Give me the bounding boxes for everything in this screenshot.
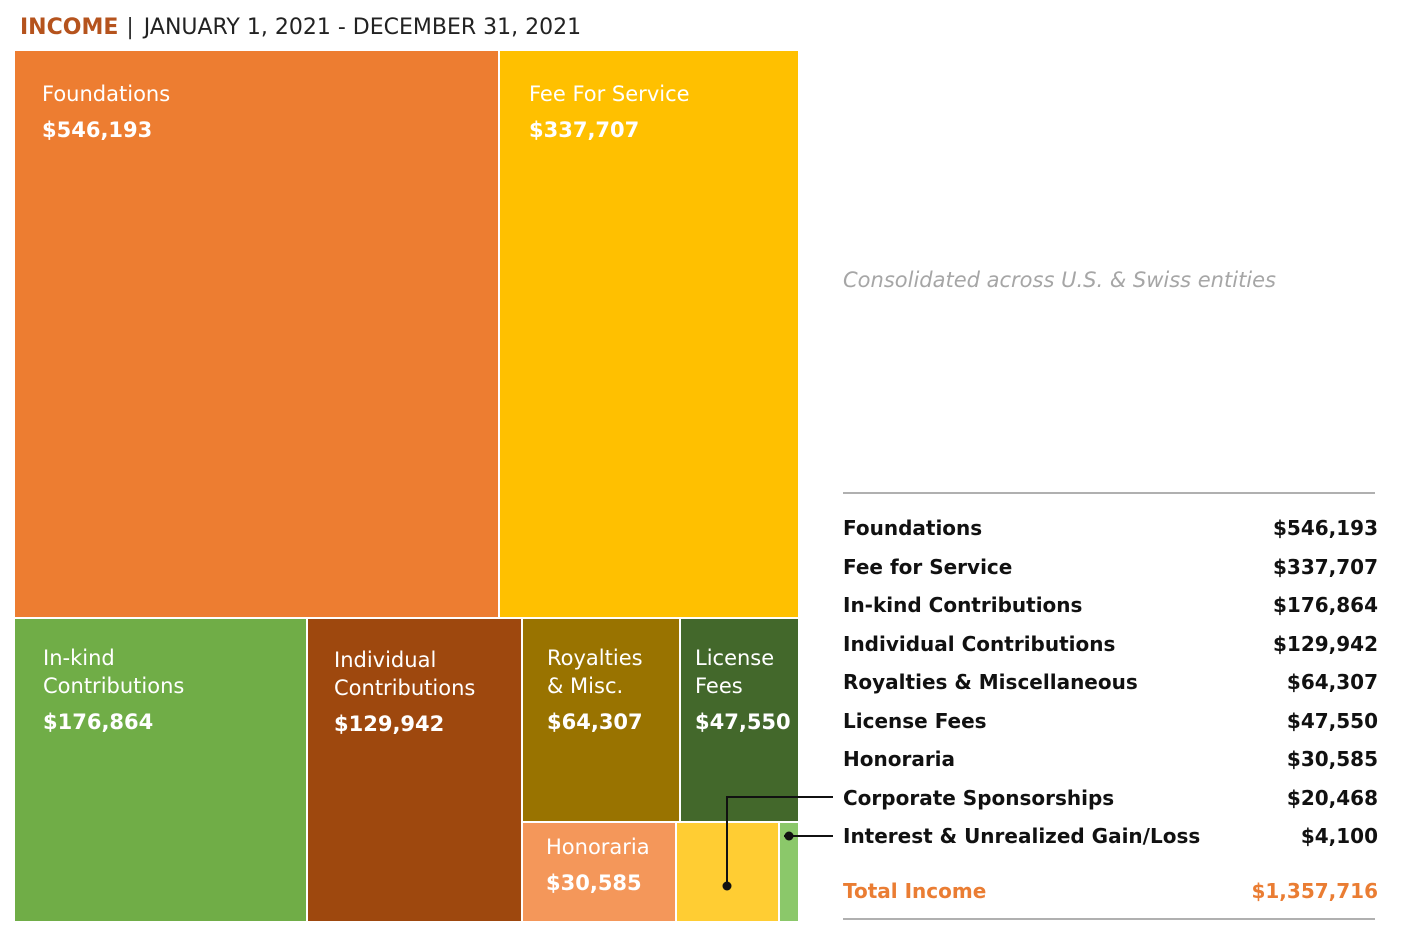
callout-line-7 <box>726 796 833 886</box>
table-row-value: $47,550 <box>1286 709 1378 733</box>
table-row-label: In-kind Contributions <box>843 593 1083 617</box>
table-row-total-income: Total Income $1,357,716 <box>843 872 1378 910</box>
table-row-interest-unrealized: Interest & Unrealized Gain/Loss $4,100 <box>843 817 1378 855</box>
treemap-label-in-kind-contributions-line1: In-kind <box>43 646 115 670</box>
treemap-label-royalties-misc-line2: & Misc. <box>547 674 623 698</box>
table-row-value: $64,307 <box>1286 670 1378 694</box>
treemap-cell-royalties-misc <box>523 619 679 821</box>
treemap-value-license-fees: $47,550 <box>695 710 791 734</box>
treemap-value-fee-for-service: $337,707 <box>529 118 639 142</box>
treemap-value-royalties-misc: $64,307 <box>547 710 643 734</box>
callout-dot-7 <box>722 881 732 891</box>
table-row-corporate-sponsorships: Corporate Sponsorships $20,468 <box>843 779 1378 817</box>
treemap-label-fee-for-service: Fee For Service <box>529 82 690 106</box>
total-income-value: $1,357,716 <box>1251 879 1378 903</box>
header-separator: | <box>126 14 134 40</box>
treemap-cell-fee-for-service <box>500 51 798 617</box>
treemap-label-license-fees-line2: Fees <box>695 674 743 698</box>
table-row-value: $129,942 <box>1272 632 1378 656</box>
table-row-value: $30,585 <box>1286 747 1378 771</box>
table-row-value: $337,707 <box>1272 555 1378 579</box>
treemap-value-honoraria: $30,585 <box>546 871 642 895</box>
treemap-label-honoraria: Honoraria <box>546 835 650 859</box>
table-row-value: $20,468 <box>1286 786 1378 810</box>
treemap-label-foundations: Foundations <box>42 82 170 106</box>
table-row-label: Foundations <box>843 516 983 540</box>
treemap-cell-cell <box>780 823 798 921</box>
header-income-label: INCOME <box>20 14 119 40</box>
table-row-label: Corporate Sponsorships <box>843 786 1115 810</box>
table-row-label: Honoraria <box>843 747 956 771</box>
treemap-value-in-kind-contributions: $176,864 <box>43 710 153 734</box>
table-row-in-kind-contributions: In-kind Contributions $176,864 <box>843 586 1378 624</box>
table-row-value: $546,193 <box>1272 516 1378 540</box>
table-row-label: Royalties & Miscellaneous <box>843 670 1138 694</box>
chart-header: INCOME | JANUARY 1, 2021 - DECEMBER 31, … <box>20 10 581 44</box>
table-row-honoraria: Honoraria $30,585 <box>843 740 1378 778</box>
callout-dot-8 <box>784 831 794 841</box>
treemap-value-foundations: $546,193 <box>42 118 152 142</box>
consolidation-note: Consolidated across U.S. & Swiss entitie… <box>843 268 1276 292</box>
table-row-individual-contributions: Individual Contributions $129,942 <box>843 625 1378 663</box>
treemap-label-royalties-misc-line1: Royalties <box>547 646 643 670</box>
table-row-label: License Fees <box>843 709 987 733</box>
treemap-cell-cell <box>677 823 778 921</box>
table-row-label: Fee for Service <box>843 555 1013 579</box>
treemap-cell-foundations <box>15 51 498 617</box>
table-row-label: Individual Contributions <box>843 632 1116 656</box>
treemap-label-individual-contributions-line1: Individual <box>334 648 436 672</box>
header-date-range: JANUARY 1, 2021 - DECEMBER 31, 2021 <box>143 14 582 40</box>
table-bottom-rule <box>843 918 1375 920</box>
table-row-foundations: Foundations $546,193 <box>843 509 1378 547</box>
treemap-label-in-kind-contributions-line2: Contributions <box>43 674 184 698</box>
treemap-cell-license-fees <box>681 619 798 821</box>
table-row-value: $176,864 <box>1272 593 1378 617</box>
table-row-value: $4,100 <box>1300 824 1378 848</box>
treemap-cell-honoraria <box>523 823 675 921</box>
treemap-cell-individual-contributions <box>308 619 521 921</box>
table-row-label: Interest & Unrealized Gain/Loss <box>843 824 1201 848</box>
table-row-license-fees: License Fees $47,550 <box>843 702 1378 740</box>
table-row-royalties-miscellaneous: Royalties & Miscellaneous $64,307 <box>843 663 1378 701</box>
treemap-label-individual-contributions-line2: Contributions <box>334 676 475 700</box>
table-row-fee-for-service: Fee for Service $337,707 <box>843 548 1378 586</box>
treemap-label-license-fees-line1: License <box>695 646 774 670</box>
treemap-value-individual-contributions: $129,942 <box>334 712 444 736</box>
treemap-cell-in-kind-contributions <box>15 619 306 921</box>
total-income-label: Total Income <box>843 879 987 903</box>
table-top-rule <box>843 492 1375 494</box>
